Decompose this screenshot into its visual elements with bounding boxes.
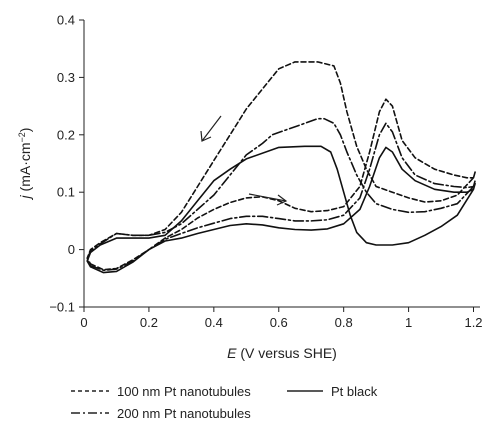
y-tick-label: 0 — [68, 242, 75, 257]
x-tick-label: 0.2 — [140, 315, 158, 330]
legend-label-100nm: 100 nm Pt nanotubules — [117, 384, 251, 399]
forward-scan-arrow — [248, 193, 288, 206]
y-axis-title: j (mA·cm−2) — [17, 128, 33, 201]
legend-item-pt-black: Pt black — [287, 384, 378, 399]
y-axis-title-superscript: −2 — [17, 132, 27, 142]
y-axis-title-variable: j — [17, 194, 33, 200]
legend-label-pt-black: Pt black — [331, 384, 378, 399]
direction-arrows — [200, 115, 288, 206]
y-tick-label: 0.4 — [57, 13, 75, 28]
y-axis-title-close: ) — [17, 128, 33, 133]
plot-area — [86, 61, 476, 274]
legend: 100 nm Pt nanotubules 200 nm Pt nanotubu… — [71, 384, 378, 421]
series-line-1 — [86, 61, 476, 271]
axes — [83, 20, 480, 308]
series-line-3 — [86, 145, 476, 274]
y-axis-title-text: (mA·cm — [17, 142, 33, 195]
x-axis-title-variable: E — [227, 345, 237, 361]
reverse-scan-arrow — [200, 115, 222, 142]
y-ticks: −0.1 0 0.1 0.2 0.3 0.4 — [49, 13, 84, 315]
x-tick-label: 1.2 — [464, 315, 482, 330]
legend-item-200nm: 200 nm Pt nanotubules — [71, 406, 251, 421]
x-tick-label: 0.8 — [335, 315, 353, 330]
x-tick-label: 0.6 — [270, 315, 288, 330]
series-line-2 — [86, 117, 476, 272]
x-tick-label: 0 — [80, 315, 87, 330]
x-tick-label: 0.4 — [205, 315, 223, 330]
legend-item-100nm: 100 nm Pt nanotubules — [71, 384, 251, 399]
x-axis-title: E (V versus SHE) — [227, 345, 337, 361]
legend-label-200nm: 200 nm Pt nanotubules — [117, 406, 251, 421]
x-ticks: 0 0.2 0.4 0.6 0.8 1 1.2 — [80, 307, 483, 330]
y-tick-label: 0.3 — [57, 70, 75, 85]
x-axis-title-text: (V versus SHE) — [236, 345, 336, 361]
x-tick-label: 1 — [405, 315, 412, 330]
y-tick-label: 0.1 — [57, 185, 75, 200]
y-tick-label: 0.2 — [57, 127, 75, 142]
y-tick-label: −0.1 — [49, 300, 75, 315]
